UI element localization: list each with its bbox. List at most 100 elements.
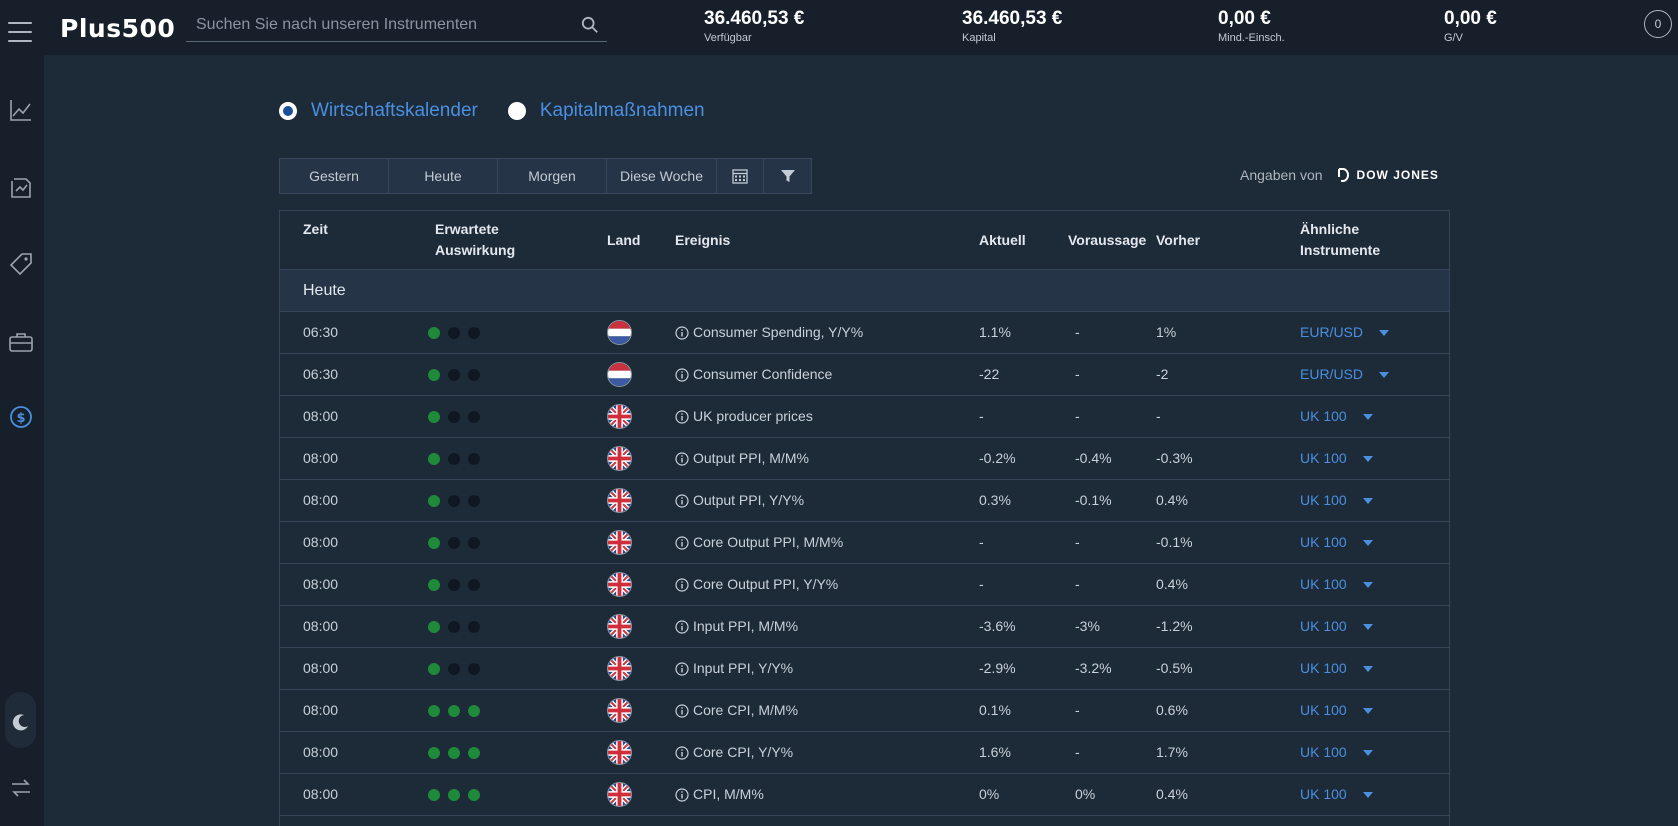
table-row[interactable]: 08:00 Input PPI, M/M% -3.6% -3% -1.2% UK 100 <box>280 606 1449 648</box>
calendar-type-tabs: Wirtschaftskalender Kapitalmaßnahmen <box>279 100 735 122</box>
search-icon[interactable] <box>581 16 599 34</box>
instrument-dropdown[interactable]: EUR/USD <box>1300 312 1390 353</box>
cell-previous: 0.4% <box>1156 492 1188 508</box>
table-row[interactable]: 06:30 Consumer Spending, Y/Y% 1.1% - 1% EUR/U… <box>280 312 1449 354</box>
info-icon[interactable] <box>675 745 689 760</box>
chevron-down-icon <box>1362 791 1373 798</box>
cell-previous: -0.3% <box>1156 450 1193 466</box>
tab-corporate-actions-label: Kapitalmaßnahmen <box>539 100 705 121</box>
date-filter-bar: Gestern Heute Morgen Diese Woche <box>279 158 812 194</box>
table-row[interactable]: 08:00 Core CPI, Y/Y% 1.6% - 1.7% UK 100 <box>280 732 1449 774</box>
instrument-name: UK 100 <box>1300 744 1347 760</box>
impact-indicator <box>428 648 488 689</box>
cell-event[interactable]: Core CPI, M/M% <box>675 690 798 731</box>
chevron-down-icon <box>1362 581 1373 588</box>
event-name: Output PPI, Y/Y% <box>693 492 805 508</box>
filter-this-week-button[interactable]: Diese Woche <box>607 159 717 193</box>
tab-corporate-actions[interactable]: Kapitalmaßnahmen <box>507 100 705 122</box>
info-icon[interactable] <box>675 535 689 550</box>
table-row[interactable]: 08:00 Input PPI, Y/Y% -2.9% -3.2% -0.5% UK 10… <box>280 648 1449 690</box>
cell-event[interactable]: Input PPI, Y/Y% <box>675 648 793 689</box>
table-row[interactable]: 08:00 Core Output PPI, Y/Y% - - 0.4% UK 100 <box>280 564 1449 606</box>
info-icon[interactable] <box>675 493 689 508</box>
table-header: Zeit Erwartete Auswirkung Land Ereignis … <box>280 211 1449 270</box>
info-icon[interactable] <box>675 367 689 382</box>
info-icon[interactable] <box>675 325 689 340</box>
event-name: Core CPI, M/M% <box>693 702 799 718</box>
info-icon[interactable] <box>675 619 689 634</box>
search-input[interactable] <box>186 10 576 40</box>
table-row[interactable]: 08:00 Core Output PPI, M/M% - - -0.1% UK 100 <box>280 522 1449 564</box>
tab-economic-calendar-label: Wirtschaftskalender <box>311 100 478 121</box>
filter-tomorrow-button[interactable]: Morgen <box>498 159 607 193</box>
cell-previous: -0.1% <box>1156 534 1193 550</box>
table-row[interactable]: 08:00 Core CPI, M/M% 0.1% - 0.6% UK 100 <box>280 690 1449 732</box>
cell-event[interactable]: Input PPI, M/M% <box>675 606 798 647</box>
col-event: Ereignis <box>675 232 731 248</box>
cell-event[interactable]: Core CPI, Y/Y% <box>675 732 793 773</box>
chevron-down-icon <box>1362 665 1373 672</box>
table-row[interactable]: 08:00 Output PPI, M/M% -0.2% -0.4% -0.3% UK 1… <box>280 438 1449 480</box>
filter-today-button[interactable]: Heute <box>389 159 498 193</box>
calendar-button[interactable] <box>717 159 764 193</box>
instrument-dropdown[interactable]: UK 100 <box>1300 732 1373 773</box>
cell-event[interactable]: Output PPI, Y/Y% <box>675 480 804 521</box>
uk-flag-icon <box>607 572 632 597</box>
col-instruments: Ähnliche Instrumente <box>1300 219 1380 261</box>
theme-toggle[interactable] <box>5 692 36 748</box>
radio-unchecked[interactable] <box>507 102 526 120</box>
instrument-dropdown[interactable]: UK 100 <box>1300 396 1373 437</box>
cell-event[interactable]: CPI, M/M% <box>675 774 764 815</box>
cell-previous: 0.6% <box>1156 702 1188 718</box>
instrument-dropdown[interactable]: UK 100 <box>1300 480 1373 521</box>
uk-flag-icon <box>607 530 632 555</box>
event-name: Core Output PPI, M/M% <box>693 534 844 550</box>
col-time: Zeit <box>303 221 328 237</box>
table-row[interactable]: 08:00 Output PPI, Y/Y% 0.3% -0.1% 0.4% UK 100 <box>280 480 1449 522</box>
filter-yesterday-button[interactable]: Gestern <box>280 159 389 193</box>
cell-event[interactable]: Output PPI, M/M% <box>675 438 809 479</box>
table-row[interactable]: 08:00 UK producer prices - - - UK 100 <box>280 396 1449 438</box>
cell-event[interactable]: UK producer prices <box>675 396 813 437</box>
radio-checked[interactable] <box>279 102 297 120</box>
impact-dot <box>468 578 480 591</box>
swap-icon[interactable] <box>8 775 34 801</box>
dollar-circle-icon[interactable]: $ <box>8 404 34 430</box>
info-icon[interactable] <box>675 577 689 592</box>
cell-forecast: -3.2% <box>1075 660 1112 676</box>
cell-forecast: -0.1% <box>1075 492 1112 508</box>
dow-jones-logo-icon <box>1337 168 1349 182</box>
info-icon[interactable] <box>675 703 689 718</box>
instrument-dropdown[interactable]: UK 100 <box>1300 564 1373 605</box>
table-row[interactable]: 08:00 CPI, M/M% 0% 0% 0.4% UK 100 <box>280 774 1449 816</box>
notifications-badge[interactable]: 0 <box>1644 10 1672 38</box>
impact-dot <box>428 746 440 759</box>
trade-arrows-icon[interactable] <box>8 175 34 201</box>
briefcase-icon[interactable] <box>8 329 34 355</box>
tab-economic-calendar[interactable]: Wirtschaftskalender <box>279 100 478 122</box>
cell-previous: 1% <box>1156 324 1177 340</box>
instrument-dropdown[interactable]: UK 100 <box>1300 438 1373 479</box>
chart-icon[interactable] <box>8 97 34 123</box>
instrument-dropdown[interactable]: UK 100 <box>1300 522 1373 563</box>
event-name: UK producer prices <box>693 408 813 424</box>
cell-event[interactable]: Consumer Spending, Y/Y% <box>675 312 863 353</box>
event-name: Consumer Spending, Y/Y% <box>693 324 864 340</box>
info-icon[interactable] <box>675 409 689 424</box>
cell-event[interactable]: Core Output PPI, Y/Y% <box>675 564 838 605</box>
instrument-dropdown[interactable]: UK 100 <box>1300 690 1373 731</box>
info-icon[interactable] <box>675 787 689 802</box>
instrument-dropdown[interactable]: UK 100 <box>1300 606 1373 647</box>
cell-event[interactable]: Consumer Confidence <box>675 354 832 395</box>
hamburger-menu-icon[interactable] <box>8 22 32 42</box>
instrument-dropdown[interactable]: UK 100 <box>1300 648 1373 689</box>
tag-icon[interactable] <box>8 251 34 277</box>
info-icon[interactable] <box>675 451 689 466</box>
filter-button[interactable] <box>764 159 811 193</box>
table-row[interactable]: 06:30 Consumer Confidence -22 - -2 EUR/USD <box>280 354 1449 396</box>
instrument-name: UK 100 <box>1300 702 1347 718</box>
instrument-dropdown[interactable]: UK 100 <box>1300 774 1373 815</box>
cell-event[interactable]: Core Output PPI, M/M% <box>675 522 843 563</box>
info-icon[interactable] <box>675 661 689 676</box>
instrument-dropdown[interactable]: EUR/USD <box>1300 354 1390 395</box>
